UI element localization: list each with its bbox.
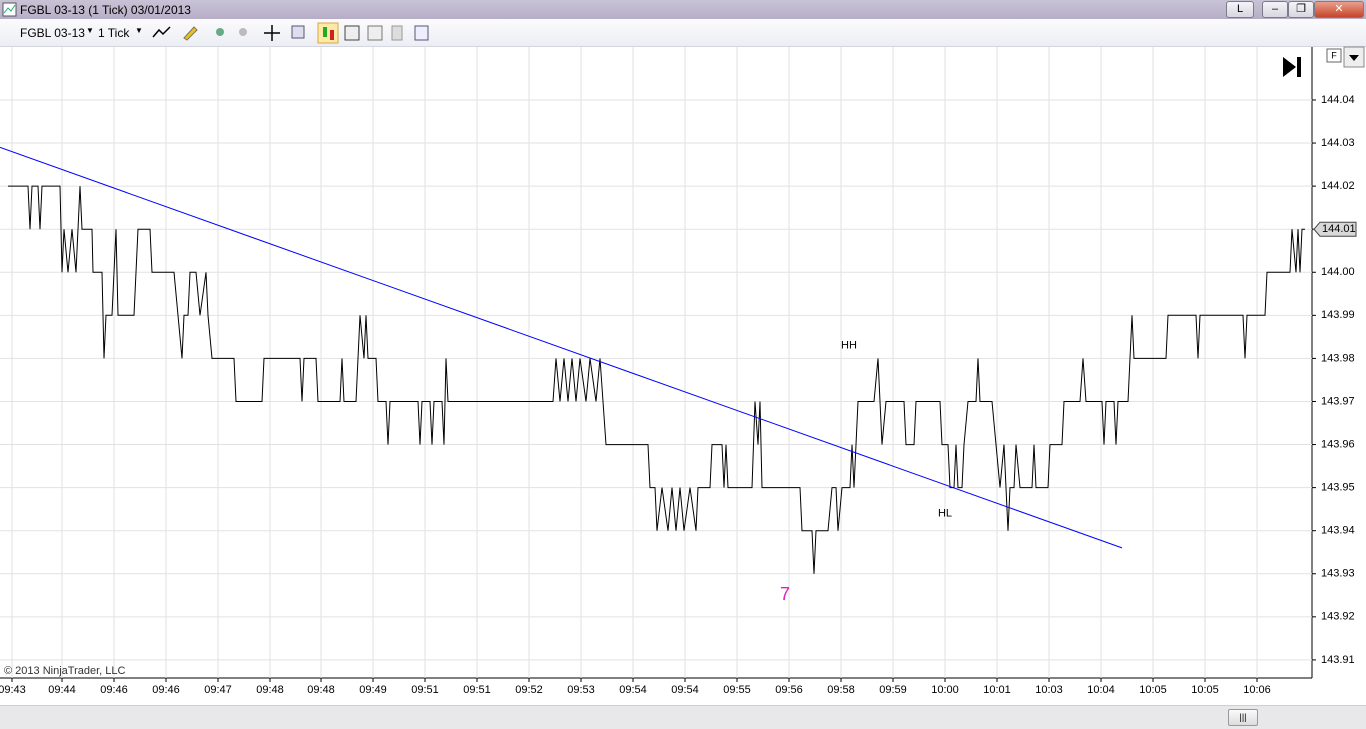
maximize-button[interactable]: ❐	[1288, 1, 1314, 18]
x-tick-label: 10:06	[1243, 684, 1271, 696]
y-tick-label: 143.92	[1321, 611, 1355, 623]
y-tick-label: 144.02	[1321, 180, 1355, 192]
period-selector[interactable]: 1 Tick	[98, 26, 130, 40]
x-tick-label: 09:53	[567, 684, 595, 696]
x-tick-label: 10:04	[1087, 684, 1115, 696]
x-tick-label: 09:54	[671, 684, 699, 696]
x-tick-label: 09:52	[515, 684, 543, 696]
x-tick-label: 09:43	[0, 684, 26, 696]
y-tick-label: 143.91	[1321, 654, 1355, 666]
window-title: FGBL 03-13 (1 Tick) 03/01/2013	[20, 3, 191, 17]
x-tick-label: 09:55	[723, 684, 751, 696]
minimize-button[interactable]: –	[1262, 1, 1288, 18]
x-tick-label: 10:05	[1191, 684, 1219, 696]
y-tick-label: 143.97	[1321, 395, 1355, 407]
x-tick-label: 09:48	[307, 684, 335, 696]
x-tick-label: 09:46	[100, 684, 128, 696]
panel-button[interactable]	[1326, 48, 1342, 63]
x-tick-label: 10:05	[1139, 684, 1167, 696]
annotation: 7	[780, 584, 790, 604]
y-tick-label: 143.93	[1321, 568, 1355, 580]
toolbar-icons	[152, 22, 429, 44]
scroll-thumb[interactable]: |||	[1228, 709, 1258, 726]
x-tick-label: 09:51	[463, 684, 491, 696]
draw-tool-icon[interactable]	[152, 26, 171, 38]
instrument-selector[interactable]: FGBL 03-13	[20, 26, 85, 40]
x-tick-label: 09:48	[256, 684, 284, 696]
crosshair-icon[interactable]	[264, 25, 280, 41]
layout-button[interactable]: L	[1226, 1, 1254, 18]
y-tick-label: 144.04	[1321, 94, 1355, 106]
y-tick-label: 143.98	[1321, 352, 1355, 364]
x-tick-label: 09:59	[879, 684, 907, 696]
plot-area	[0, 47, 1312, 678]
annotation: HH	[841, 339, 857, 351]
trend-line	[0, 146, 1123, 549]
x-tick-label: 09:49	[359, 684, 387, 696]
x-tick-label: 09:46	[152, 684, 180, 696]
y-tick-label: 144.00	[1321, 266, 1355, 278]
go-to-end-button[interactable]	[1283, 57, 1301, 77]
app-icon	[2, 2, 17, 17]
y-tick-label: 143.99	[1321, 309, 1355, 321]
dropdown-arrow: ▼	[86, 26, 94, 35]
copyright: © 2013 NinjaTrader, LLC	[4, 665, 125, 677]
pin-disabled-icon	[239, 28, 247, 36]
zoom-icon[interactable]	[291, 25, 305, 39]
x-tick-label: 09:58	[827, 684, 855, 696]
y-tick-label: 143.94	[1321, 525, 1355, 537]
y-tick-label: 144.03	[1321, 137, 1355, 149]
close-button[interactable]: ✕	[1314, 1, 1364, 18]
y-tick-label: 143.95	[1321, 482, 1355, 494]
price-line	[8, 185, 1305, 574]
x-tick-label: 10:00	[931, 684, 959, 696]
last-price-label: 144.01	[1322, 223, 1356, 235]
scrollbar[interactable]: |||	[0, 705, 1366, 729]
properties-icon[interactable]	[414, 25, 429, 41]
y-tick-label: 143.96	[1321, 438, 1355, 450]
candle-icon[interactable]	[344, 25, 360, 41]
annotation: HL	[938, 507, 952, 519]
panel-button-label: F	[1331, 50, 1337, 60]
title-bar: FGBL 03-13 (1 Tick) 03/01/2013 L – ❐ ✕	[0, 0, 1366, 19]
x-tick-label: 09:51	[411, 684, 439, 696]
chart: 143.91 143.92 143.93 143.94 143.95 143.96 143.…	[0, 46, 1365, 696]
x-tick-label: 10:03	[1035, 684, 1063, 696]
pin-icon[interactable]	[216, 28, 224, 36]
toolbar: FGBL 03-13 ▼ 1 Tick ▼	[0, 19, 1366, 47]
dropdown-arrow	[1349, 55, 1359, 61]
x-tick-label: 09:44	[48, 684, 76, 696]
last-price-marker	[1313, 221, 1357, 237]
x-tick-label: 09:47	[204, 684, 232, 696]
x-tick-label: 09:56	[775, 684, 803, 696]
pencil-icon[interactable]	[183, 26, 198, 41]
x-tick-label: 10:01	[983, 684, 1011, 696]
strategy-icon[interactable]	[391, 25, 403, 41]
indicator-icon[interactable]	[367, 25, 383, 41]
dropdown-arrow: ▼	[135, 26, 143, 35]
x-tick-label: 09:54	[619, 684, 647, 696]
